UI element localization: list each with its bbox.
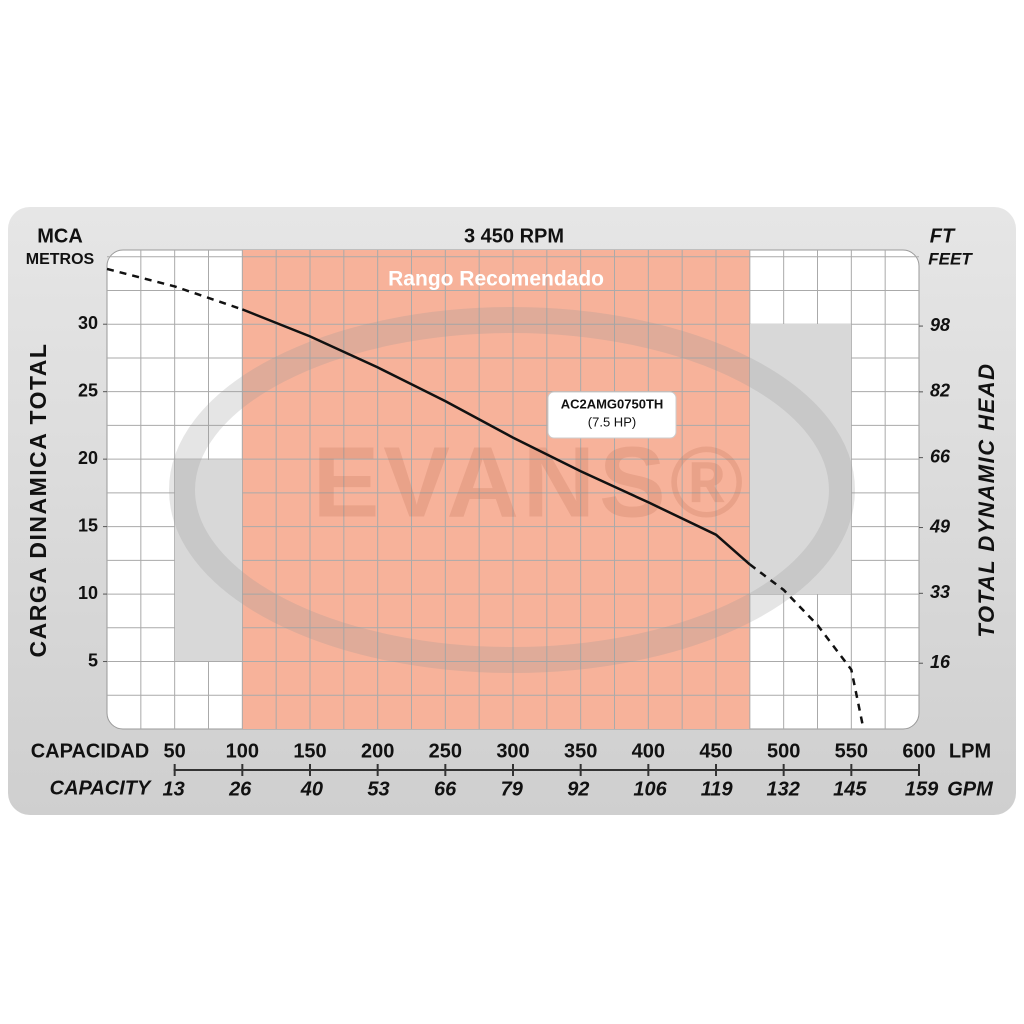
x2-tick-label: 79 — [501, 778, 524, 800]
x-tick-label: 600 — [902, 740, 935, 762]
x-tick-label: 400 — [632, 740, 665, 762]
y-tick-label: 30 — [78, 313, 98, 333]
x2-tick-label: 66 — [434, 778, 457, 800]
y-tick-label: 15 — [78, 515, 98, 535]
x-tick-label: 150 — [293, 740, 326, 762]
x-tick-label: 450 — [699, 740, 732, 762]
decoration — [750, 324, 851, 594]
annotation-subtitle: (7.5 HP) — [588, 414, 636, 429]
y2-tick-label: 66 — [930, 446, 951, 466]
x-tick-label: 500 — [767, 740, 800, 762]
x2-tick-label: 119 — [701, 778, 734, 800]
y2-axis-title: TOTAL DYNAMIC HEAD — [974, 362, 999, 637]
y-tick-label: 5 — [88, 650, 98, 670]
y2-tick-label: 98 — [930, 315, 950, 335]
y-tick-label: 20 — [78, 448, 98, 468]
pump-curve — [241, 308, 751, 566]
watermark-ring — [169, 307, 855, 673]
x-tick-label: 200 — [361, 740, 394, 762]
x-tick-label: 250 — [429, 740, 462, 762]
y2-tick-label: 49 — [929, 516, 950, 536]
annotation-title: AC2AMG0750TH — [561, 396, 664, 411]
x2-tick-label: 145 — [833, 778, 867, 800]
pump-curve — [106, 267, 243, 311]
y-unit: MCA — [37, 225, 83, 247]
pump-curve — [749, 563, 865, 730]
x2-unit: GPM — [947, 778, 994, 800]
x2-tick-label: 40 — [300, 778, 323, 800]
y-axis-title: CARGA DINAMICA TOTAL — [25, 343, 51, 658]
y2-tick-label: 16 — [930, 652, 951, 672]
x-unit: LPM — [949, 740, 991, 762]
y2-tick-label: 33 — [930, 582, 950, 602]
x2-tick-label: 53 — [367, 778, 389, 800]
y-tick-label: 10 — [78, 583, 98, 603]
range-label: Rango Recomendado — [388, 268, 604, 291]
recommended-range — [242, 250, 750, 729]
x2-tick-label: 26 — [228, 778, 252, 800]
watermark: EVANS® — [313, 426, 748, 538]
x-tick-label: 100 — [226, 740, 259, 762]
x2-tick-label: 159 — [905, 778, 939, 800]
y2-unit-sub: FEET — [928, 249, 973, 268]
x2-tick-label: 13 — [162, 778, 184, 800]
y2-tick-label: 82 — [930, 381, 950, 401]
x2-tick-label: 92 — [567, 778, 589, 800]
y2-unit: FT — [930, 225, 956, 247]
decoration — [175, 460, 242, 661]
annotation-box — [547, 391, 677, 439]
x-axis-title: CAPACIDAD — [31, 740, 150, 762]
x2-tick-label: 106 — [633, 778, 667, 800]
y-tick-label: 25 — [78, 380, 98, 400]
chart-title: 3 450 RPM — [464, 225, 564, 247]
x2-tick-label: 132 — [767, 778, 800, 800]
x-tick-label: 300 — [496, 740, 529, 762]
x-tick-label: 550 — [835, 740, 868, 762]
x2-axis-title: CAPACITY — [50, 777, 152, 799]
x-tick-label: 350 — [564, 740, 597, 762]
x-tick-label: 50 — [164, 740, 186, 762]
y-unit-sub: METROS — [26, 251, 95, 268]
